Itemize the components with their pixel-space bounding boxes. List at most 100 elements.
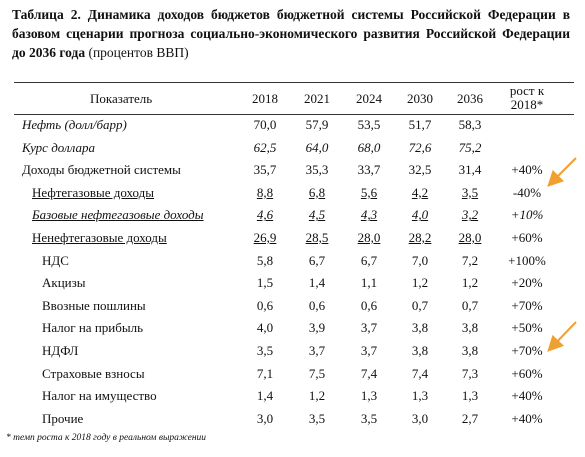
cell-value: 51,7 <box>408 117 432 132</box>
rule <box>14 82 574 83</box>
row-label: НДС <box>42 252 69 268</box>
row-label: Прочие <box>42 410 84 426</box>
cell-value: 28,0 <box>458 230 482 245</box>
cell-value: 1,2 <box>411 275 429 291</box>
row-label: Базовые нефтегазовые доходы <box>32 207 204 223</box>
cell-value: 7,3 <box>461 365 479 381</box>
cell-value: 5,6 <box>360 184 378 200</box>
growth-value: +50% <box>511 320 543 336</box>
cell-value: 8,8 <box>256 184 274 200</box>
cell-value: 3,7 <box>308 343 326 358</box>
cell-value: 68,0 <box>357 139 381 155</box>
row-label: Налог на имущество <box>42 388 157 404</box>
cell-value: 6,7 <box>360 252 378 268</box>
cell-value: 4,2 <box>411 184 429 200</box>
cell-value: 0,6 <box>256 297 274 313</box>
cell-value: 3,8 <box>411 343 429 358</box>
growth-value: +40% <box>511 162 543 178</box>
growth-value: +10% <box>510 207 544 223</box>
cell-value: 3,7 <box>360 343 378 358</box>
cell-value: 53,5 <box>357 117 381 132</box>
cell-value: 7,5 <box>308 365 326 381</box>
cell-value: 0,7 <box>461 297 479 313</box>
cell-value: 31,4 <box>458 162 482 178</box>
cell-value: 3,9 <box>308 320 326 336</box>
growth-value: +70% <box>511 297 543 313</box>
column-header: 2018 <box>252 91 278 106</box>
cell-value: 7,0 <box>411 252 429 268</box>
growth-value: -40% <box>512 184 542 200</box>
cell-value: 3,8 <box>411 320 429 336</box>
growth-value: +70% <box>511 343 543 358</box>
cell-value: 64,0 <box>305 139 329 155</box>
cell-value: 26,9 <box>253 230 277 245</box>
cell-value: 62,5 <box>253 139 277 155</box>
cell-value: 70,0 <box>253 117 277 132</box>
growth-value: +60% <box>511 365 543 381</box>
cell-value: 6,7 <box>308 252 326 268</box>
cell-value: 75,2 <box>458 139 482 155</box>
title-text: Таблица 2. Динамика доходов бюджетов бюд… <box>12 7 570 60</box>
cell-value: 32,5 <box>408 162 432 178</box>
cell-value: 72,6 <box>408 139 432 155</box>
cell-value: 1,4 <box>256 388 274 404</box>
cell-value: 4,3 <box>360 207 378 223</box>
cell-value: 35,7 <box>253 162 277 178</box>
column-header: рост к 2018* <box>509 83 545 112</box>
cell-value: 5,8 <box>256 252 274 268</box>
growth-value: +100% <box>508 252 546 268</box>
cell-value: 57,9 <box>305 117 329 132</box>
row-label: Ввозные пошлины <box>42 297 146 313</box>
growth-value: +40% <box>511 410 543 426</box>
units: (процентов ВВП) <box>88 45 189 60</box>
rule <box>14 114 574 115</box>
cell-value: 7,1 <box>256 365 274 381</box>
cell-value: 3,0 <box>411 410 429 426</box>
row-label: Нефтегазовые доходы <box>32 184 155 200</box>
cell-value: 4,0 <box>256 320 274 336</box>
column-header: 2024 <box>356 91 382 106</box>
cell-value: 1,2 <box>461 275 479 291</box>
column-header: 2036 <box>457 91 483 106</box>
footnote: * темп роста к 2018 году в реальном выра… <box>6 433 207 443</box>
cell-value: 1,3 <box>360 388 378 404</box>
cell-value: 0,6 <box>308 297 326 313</box>
cell-value: 33,7 <box>357 162 381 178</box>
cell-value: 4,5 <box>308 207 326 223</box>
cell-value: 3,5 <box>256 343 274 358</box>
cell-value: 7,4 <box>360 365 378 381</box>
cell-value: 3,0 <box>256 410 274 426</box>
arrow <box>547 321 577 352</box>
cell-value: 28,2 <box>408 230 432 245</box>
cell-value: 1,3 <box>461 388 479 404</box>
cell-value: 3,7 <box>360 320 378 336</box>
cell-value: 1,2 <box>308 388 326 404</box>
row-label: Налог на прибыль <box>42 320 143 336</box>
cell-value: 6,8 <box>308 184 326 200</box>
cell-value: 1,5 <box>256 275 274 291</box>
cell-value: 4,0 <box>411 207 429 223</box>
cell-value: 1,4 <box>308 275 326 291</box>
growth-value: +60% <box>511 230 543 245</box>
growth-value: +20% <box>511 275 543 291</box>
row-label: Нефть (долл/барр) <box>22 117 127 132</box>
cell-value: 3,8 <box>461 343 479 358</box>
cell-value: 7,4 <box>411 365 429 381</box>
row-label: Акцизы <box>42 275 86 291</box>
row-label: Ненефтегазовые доходы <box>32 230 167 245</box>
title: Таблица 2. Динамика доходов бюджетов бюд… <box>12 5 570 62</box>
column-header: 2021 <box>304 91 330 106</box>
row-label: Страховые взносы <box>42 365 145 381</box>
cell-value: 4,6 <box>256 207 274 223</box>
cell-value: 28,0 <box>357 230 381 245</box>
cell-value: 0,6 <box>360 297 378 313</box>
cell-value: 3,8 <box>461 320 479 336</box>
cell-value: 1,1 <box>360 275 378 291</box>
cell-value: 28,5 <box>305 230 329 245</box>
cell-value: 1,3 <box>411 388 429 404</box>
row-label: Доходы бюджетной системы <box>22 162 181 178</box>
cell-value: 2,7 <box>461 410 479 426</box>
row-label: НДФЛ <box>42 343 79 358</box>
arrow <box>547 157 577 187</box>
cell-value: 35,3 <box>305 162 329 178</box>
